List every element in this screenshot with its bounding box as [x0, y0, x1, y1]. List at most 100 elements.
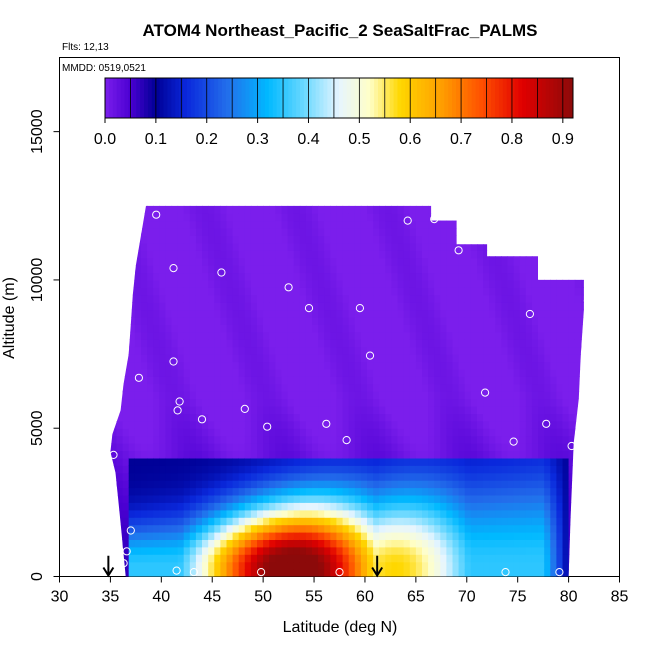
heatmap-cell: [587, 436, 594, 444]
heatmap-cell: [348, 524, 356, 533]
heatmap-cell: [458, 509, 466, 518]
heatmap-cell: [458, 554, 466, 563]
heatmap-cell: [544, 509, 551, 518]
heatmap-cell: [202, 376, 209, 385]
heatmap-cell: [397, 472, 405, 481]
heatmap-cell: [519, 376, 527, 385]
heatmap-cell: [550, 265, 557, 274]
heatmap-cell: [483, 517, 490, 526]
heatmap-cell: [238, 435, 246, 444]
heatmap-cell: [360, 465, 368, 474]
heatmap-cell: [220, 487, 228, 496]
heatmap-cell: [580, 228, 584, 236]
heatmap-cell: [391, 472, 399, 481]
heatmap-cell: [275, 391, 283, 400]
colorbar-segment: [319, 78, 324, 118]
heatmap-cell: [263, 235, 270, 244]
heatmap-cell: [342, 242, 350, 251]
heatmap-cell: [544, 539, 551, 548]
heatmap-cell: [141, 457, 148, 466]
heatmap-cell: [495, 457, 502, 466]
heatmap-cell: [305, 331, 313, 340]
heatmap-cell: [122, 383, 130, 392]
heatmap-cell: [483, 494, 490, 503]
heatmap-cell: [324, 561, 331, 570]
heatmap-cell: [134, 331, 142, 340]
heatmap-cell: [165, 428, 173, 437]
heatmap-cell: [342, 561, 350, 570]
heatmap-cell: [122, 324, 130, 333]
heatmap-cell: [263, 346, 270, 355]
heatmap-cell: [415, 554, 423, 563]
heatmap-cell: [489, 361, 496, 370]
heatmap-cell: [342, 502, 350, 511]
heatmap-cell: [415, 435, 423, 444]
heatmap-cell: [519, 317, 527, 325]
heatmap-cell: [531, 317, 539, 325]
heatmap-cell: [385, 532, 392, 540]
heatmap-cell: [556, 457, 564, 466]
heatmap-cell: [348, 443, 356, 451]
heatmap-cell: [134, 487, 142, 496]
sample-point: [263, 422, 272, 431]
heatmap-cell: [483, 376, 490, 385]
heatmap-cell: [250, 539, 258, 548]
heatmap-cell: [214, 391, 221, 400]
heatmap-cell: [452, 472, 460, 481]
heatmap-cell: [513, 228, 521, 236]
heatmap-cell: [183, 502, 191, 511]
heatmap-cell: [409, 279, 417, 288]
heatmap-cell: [428, 480, 435, 489]
heatmap-cell: [275, 465, 283, 474]
heatmap-cell: [183, 265, 191, 274]
heatmap-cell: [440, 561, 447, 570]
heatmap-cell: [244, 213, 252, 222]
heatmap-cell: [587, 554, 594, 562]
heatmap-cell: [153, 213, 160, 222]
heatmap-cell: [464, 265, 472, 274]
heatmap-cell: [202, 509, 209, 518]
heatmap-cell: [525, 242, 533, 251]
heatmap-cell: [324, 539, 331, 548]
heatmap-cell: [409, 346, 417, 355]
heatmap-cell: [446, 420, 454, 429]
heatmap-cell: [373, 457, 380, 466]
heatmap-cell: [544, 480, 551, 489]
heatmap-cell: [250, 279, 258, 288]
heatmap-cell: [544, 242, 551, 251]
heatmap-cell: [287, 428, 295, 437]
heatmap-cell: [159, 391, 166, 400]
heatmap-cell: [422, 406, 429, 414]
colorbar-segment: [323, 78, 328, 118]
heatmap-cell: [550, 554, 557, 563]
heatmap-cell: [153, 487, 160, 496]
heatmap-cell: [422, 450, 429, 459]
heatmap-cell: [495, 242, 502, 251]
heatmap-cell: [183, 398, 191, 407]
heatmap-cell: [422, 517, 429, 526]
heatmap-cell: [281, 450, 289, 459]
heatmap-cell: [458, 539, 466, 548]
heatmap-cell: [336, 361, 344, 370]
heatmap-cell: [519, 509, 527, 518]
sample-point: [525, 309, 535, 319]
heatmap-cell: [183, 443, 191, 451]
heatmap-cell: [299, 494, 307, 503]
heatmap-cell: [287, 487, 295, 496]
heatmap-cell: [446, 532, 454, 540]
heatmap-cell: [122, 279, 130, 288]
heatmap-cell: [159, 487, 166, 496]
heatmap-cell: [519, 250, 527, 259]
heatmap-cell: [318, 413, 325, 422]
heatmap-cell: [257, 435, 264, 444]
heatmap-cell: [409, 220, 417, 229]
sample-point: [173, 406, 182, 415]
heatmap-cell: [110, 368, 118, 377]
heatmap-cell: [232, 235, 240, 244]
heatmap-cell: [580, 554, 584, 563]
heatmap-cell: [580, 339, 584, 348]
heatmap-cell: [165, 235, 173, 244]
heatmap-cell: [562, 279, 570, 288]
heatmap-cell: [171, 376, 179, 385]
heatmap-cell: [397, 391, 405, 400]
